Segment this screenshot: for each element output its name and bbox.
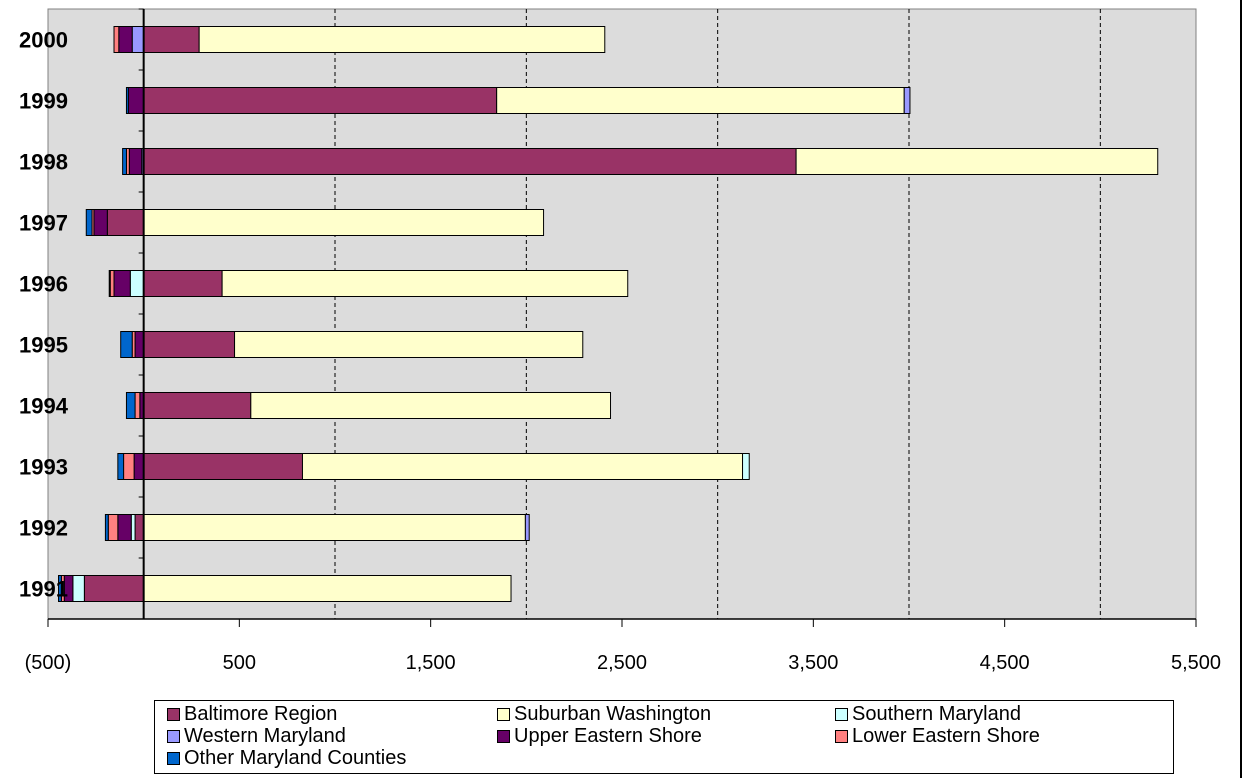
legend-label: Baltimore Region [184,703,338,725]
legend-label: Upper Eastern Shore [514,725,702,747]
bar-segment [107,514,119,541]
category-label: 1994 [19,394,69,419]
bar-segment [113,26,120,53]
legend-label: Western Maryland [184,725,346,747]
bar-segment [143,453,303,480]
category-label: 1996 [19,272,68,297]
category-label: 1991 [19,577,68,602]
bar-segment [58,575,62,602]
category-label: 1999 [19,89,68,114]
bar-segment [143,575,512,602]
bar-segment [143,26,200,53]
bar-segment [128,148,143,175]
x-tick-label: 4,500 [980,652,1030,674]
x-tick-label: 500 [223,652,256,674]
bar-segment [85,209,93,236]
x-tick-label: 5,500 [1171,652,1221,674]
legend-label: Other Maryland Counties [184,747,407,769]
tick-labels: (500) 500 1,500 2,500 3,500 4,500 5,500 [25,652,1221,674]
bar-segment [301,453,744,480]
bar-segment [125,87,129,114]
year-labels: 2000 1999 1998 1997 1996 1995 1994 1993 1992 1991 [19,28,69,602]
bar-segment [143,148,797,175]
bar-segment [108,270,111,297]
legend-item: Suburban Washington [497,703,711,725]
legend-swatch [497,707,510,721]
legend: Baltimore Region Suburban Washington South… [154,700,1174,774]
bar-segment [122,148,127,175]
legend-item: Other Maryland Counties [167,747,406,769]
bar-segment [83,575,145,602]
legend-swatch [835,707,848,721]
x-tick-label: (500) [25,652,72,674]
bar-segment [496,87,905,114]
legend-swatch [167,729,180,743]
bar-segment [143,209,545,236]
legend-label: Suburban Washington [514,703,712,725]
category-label: 1997 [19,211,68,236]
bar-segment [125,392,136,419]
legend-item: Western Maryland [167,725,346,747]
bar-segment [113,270,131,297]
bar-segment [134,331,145,358]
bar-segment [123,453,135,480]
legend-item: Upper Eastern Shore [497,725,702,747]
legend-item: Baltimore Region [167,703,337,725]
bar-segment [134,392,141,419]
bar-segment [795,148,1159,175]
bar-segment [131,26,145,53]
bar-segment [127,87,145,114]
x-tick-label: 1,500 [406,652,456,674]
frame-border [1240,0,1242,778]
bar-segment [143,270,223,297]
category-label: 1998 [19,150,68,175]
bar-segment [198,26,606,53]
category-label: 2000 [19,28,68,53]
bar-segment [742,453,750,480]
bar-segment [234,331,584,358]
legend-swatch [167,751,180,765]
bar-segment [72,575,85,602]
bar-segment [133,453,145,480]
bar-segment [221,270,629,297]
bar-segment [106,209,145,236]
bar-segment [134,514,145,541]
bar-segment [117,453,125,480]
legend-label: Lower Eastern Shore [852,725,1040,747]
bar-segment [143,331,236,358]
legend-swatch [167,707,180,721]
bar-segment [109,270,115,297]
legend-item: Southern Maryland [835,703,1021,725]
bar-segment [903,87,911,114]
chart: 2000 1999 1998 1997 1996 1995 1994 1993 1992 1991… [19,8,1221,674]
bars [58,26,1159,602]
legend-swatch [835,729,848,743]
bar-segment [143,514,526,541]
bar-segment [143,392,252,419]
category-label: 1995 [19,333,68,358]
legend-swatch [497,729,510,743]
legend-item: Lower Eastern Shore [835,725,1040,747]
bar-segment [143,87,498,114]
bar-segment [117,514,132,541]
category-label: 1992 [19,516,68,541]
category-label: 1993 [19,455,68,480]
bar-segment [524,514,530,541]
axes [47,8,1197,627]
bar-segment [93,209,108,236]
bar-segment [120,331,133,358]
bar-segment [118,26,133,53]
x-tick-label: 2,500 [597,652,647,674]
bar-segment [130,514,136,541]
bar-segment [104,514,109,541]
x-tick-label: 3,500 [788,652,838,674]
bar-segment [129,270,145,297]
bar-segment [250,392,612,419]
legend-label: Southern Maryland [852,703,1021,725]
